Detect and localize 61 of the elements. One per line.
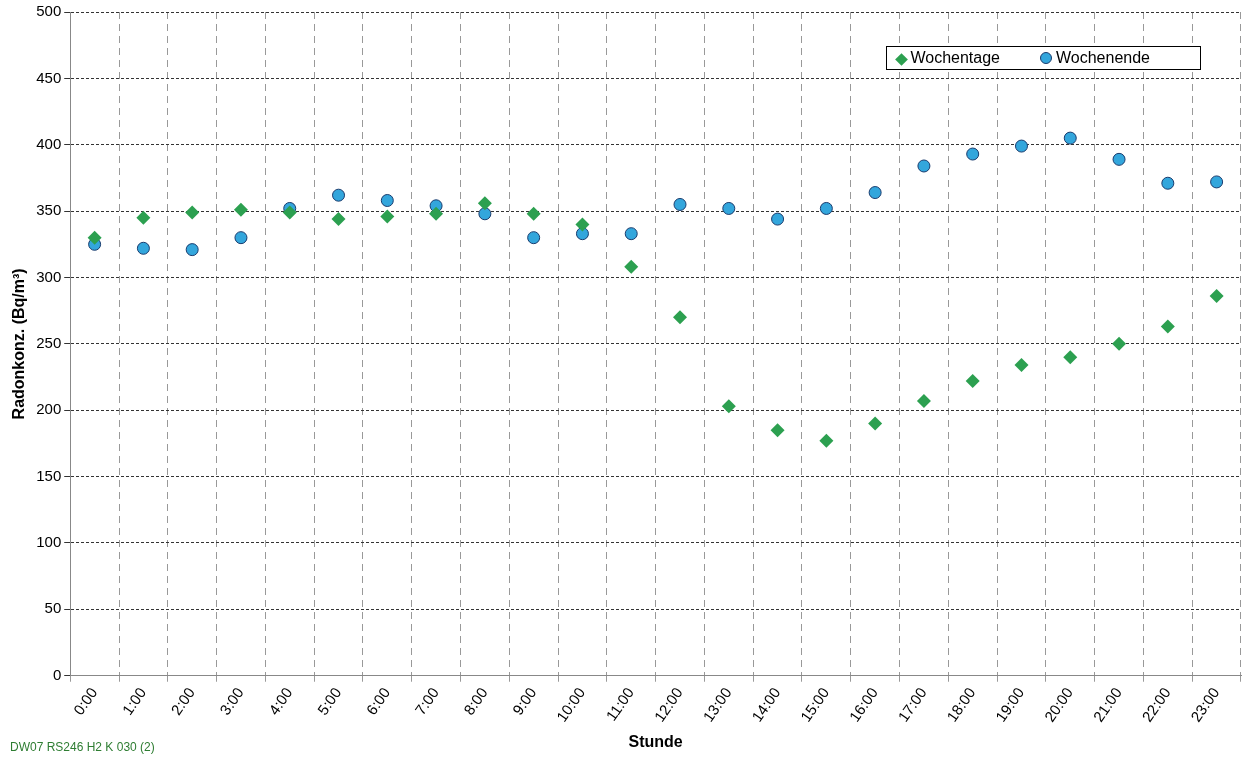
legend-label: Wochentage (910, 49, 1000, 66)
y-axis-title: Radonkonz. (Bq/m³) (10, 268, 28, 420)
y-tick-label: 50 (44, 599, 62, 617)
y-tick-label: 250 (36, 334, 62, 351)
point (1063, 350, 1078, 365)
point (136, 210, 151, 225)
y-tick-label: 0 (52, 665, 62, 683)
point (478, 207, 492, 221)
point (1160, 319, 1175, 334)
point (624, 259, 639, 274)
point (1112, 336, 1127, 351)
legend-label: Wochenende (1056, 49, 1150, 66)
point (1014, 139, 1028, 153)
point (575, 227, 589, 241)
point (771, 212, 785, 226)
y-tick-label: 400 (36, 134, 62, 152)
point (916, 393, 931, 408)
point (185, 243, 199, 257)
y-tick-label: 450 (36, 68, 62, 86)
point (380, 209, 395, 224)
point (87, 230, 102, 245)
point (770, 423, 785, 438)
y-tick-label: 350 (36, 201, 62, 219)
y-tick-label: 300 (36, 267, 62, 285)
point (429, 206, 444, 221)
point (673, 197, 687, 211)
point (1210, 175, 1224, 189)
point (332, 188, 346, 202)
point (234, 231, 248, 245)
point (868, 186, 882, 200)
point (1161, 176, 1175, 190)
point (1112, 152, 1126, 166)
point (1014, 358, 1029, 373)
y-tick-label: 100 (36, 533, 62, 551)
point (380, 194, 394, 207)
point (575, 217, 590, 232)
point (868, 416, 883, 431)
y-tick-label: 150 (36, 466, 62, 484)
point (282, 205, 297, 220)
point (819, 201, 833, 215)
y-tick-label: 200 (36, 400, 62, 418)
point (1209, 289, 1224, 304)
point (527, 231, 541, 245)
point (965, 374, 980, 389)
point (722, 201, 736, 215)
point (477, 196, 492, 211)
point (819, 433, 834, 448)
point (331, 212, 346, 227)
point (673, 310, 688, 325)
point (526, 206, 541, 221)
point (721, 399, 736, 414)
point (1063, 131, 1077, 145)
point (233, 202, 248, 217)
point (624, 227, 638, 241)
point (136, 241, 150, 255)
point (917, 159, 931, 173)
y-tick-label: 500 (36, 2, 62, 20)
point (966, 147, 980, 161)
text: DW07 RS246 H2 K 030 (2) (10, 740, 155, 755)
point (185, 205, 200, 220)
x-axis-title: Stunde (628, 732, 683, 750)
